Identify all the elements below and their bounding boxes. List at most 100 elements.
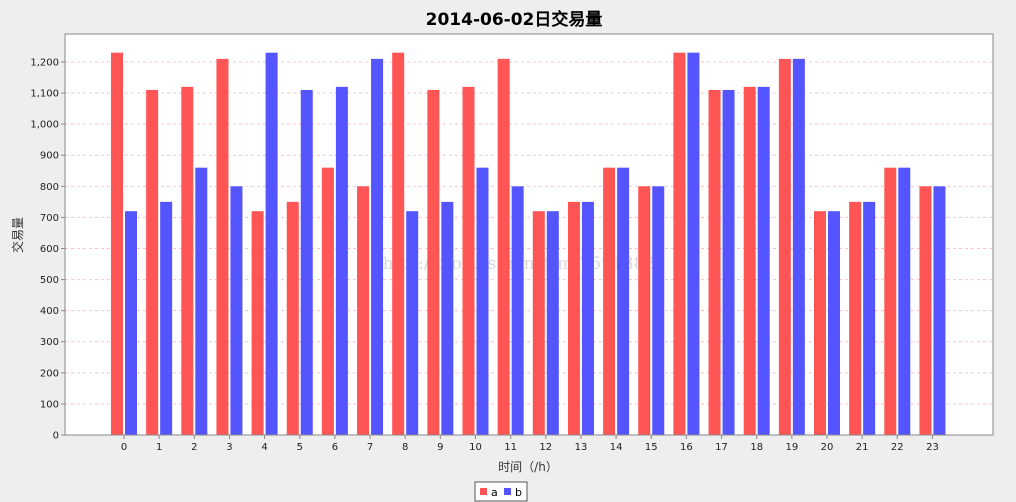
x-tick-label: 5 (297, 442, 303, 453)
bar-a-20 (814, 211, 826, 435)
x-tick-label: 11 (504, 442, 517, 453)
x-tick-label: 4 (261, 442, 267, 453)
bar-a-21 (849, 201, 862, 435)
y-tick-label: 700 (40, 213, 59, 224)
y-tick-label: 400 (40, 306, 59, 317)
bar-b-13 (581, 201, 594, 435)
y-tick-label: 600 (40, 244, 59, 255)
y-tick-label: 1,000 (30, 120, 59, 131)
x-tick-label: 2 (191, 442, 197, 453)
bar-a-14 (603, 167, 616, 435)
x-tick-label: 0 (121, 442, 127, 453)
bar-b-1 (160, 201, 173, 435)
bar-a-13 (567, 201, 580, 435)
x-tick-label: 9 (437, 442, 443, 453)
bar-a-22 (884, 167, 897, 435)
chart-title: 2014-06-02日交易量 (426, 9, 603, 30)
bar-b-0 (125, 211, 137, 435)
bar-a-6 (321, 167, 334, 435)
bar-b-9 (441, 201, 454, 435)
x-tick-label: 18 (750, 442, 763, 453)
bar-b-3 (230, 186, 243, 435)
bar-a-3 (216, 58, 229, 435)
x-tick-label: 17 (715, 442, 728, 453)
bar-a-11 (497, 58, 510, 435)
bar-b-15 (652, 186, 665, 435)
bar-b-4 (265, 52, 278, 436)
bar-b-7 (371, 58, 384, 435)
y-tick-label: 300 (40, 337, 59, 348)
bar-a-17 (708, 89, 721, 435)
x-tick-label: 15 (645, 442, 658, 453)
legend-label-b: b (515, 486, 522, 499)
legend-box (474, 481, 528, 502)
x-tick-label: 21 (856, 442, 869, 453)
y-tick-label: 1,200 (30, 57, 59, 68)
y-tick-label: 0 (53, 431, 59, 442)
bar-b-6 (335, 86, 348, 435)
bar-b-20 (828, 211, 840, 435)
bar-b-14 (617, 167, 630, 435)
x-tick-label: 22 (891, 442, 904, 453)
bar-a-18 (743, 86, 756, 435)
y-tick-label: 1,100 (30, 89, 59, 100)
bar-b-10 (476, 167, 489, 435)
bar-b-11 (511, 186, 524, 435)
bar-a-16 (673, 52, 686, 436)
bar-a-8 (392, 52, 405, 436)
bar-b-18 (757, 86, 770, 435)
x-tick-label: 10 (469, 442, 482, 453)
y-tick-label: 800 (40, 182, 59, 193)
bar-a-19 (778, 58, 791, 435)
bar-a-0 (111, 52, 123, 436)
y-axis-label: 交易量 (10, 217, 25, 253)
bar-b-23 (933, 186, 946, 435)
x-tick-label: 16 (680, 442, 693, 453)
plot-border (64, 33, 994, 436)
x-tick-label: 12 (539, 442, 552, 453)
bar-b-5 (300, 89, 313, 435)
x-tick-label: 14 (610, 442, 623, 453)
bar-a-4 (251, 211, 264, 435)
bars (111, 52, 946, 436)
bar-b-2 (195, 167, 208, 435)
bar-b-16 (687, 52, 700, 436)
bar-a-12 (532, 211, 545, 435)
y-axis: 0 100 200 300 400 500 600 700 800 900 1,000 1,100 1,… (30, 57, 65, 442)
x-tick-label: 13 (575, 442, 588, 453)
bar-b-8 (406, 211, 419, 435)
x-tick-label: 8 (402, 442, 408, 453)
bar-a-2 (181, 86, 194, 435)
bar-b-19 (792, 58, 805, 435)
x-tick-label: 20 (821, 442, 834, 453)
legend-swatch-b (504, 488, 511, 495)
x-tick-label: 3 (226, 442, 232, 453)
bar-a-7 (357, 186, 370, 435)
x-axis-label: 时间（/h） (498, 460, 558, 474)
bar-b-17 (722, 89, 735, 435)
bar-b-22 (898, 167, 911, 435)
bar-a-1 (146, 89, 159, 435)
bar-b-21 (863, 201, 876, 435)
x-axis: 0 1 2 3 4 5 6 7 8 9 10 11 12 13 14 15 16 17 18 19 20 21 22 23 (121, 435, 939, 453)
y-tick-label: 900 (40, 151, 59, 162)
bar-a-23 (919, 186, 932, 435)
bar-a-15 (638, 186, 651, 435)
bar-a-9 (427, 89, 440, 435)
x-tick-label: 1 (156, 442, 162, 453)
x-tick-label: 7 (367, 442, 373, 453)
y-tick-label: 200 (40, 368, 59, 379)
bar-b-12 (546, 211, 559, 435)
legend-label-a: a (491, 486, 498, 499)
x-tick-label: 6 (332, 442, 338, 453)
legend-swatch-a (480, 488, 487, 495)
y-tick-label: 100 (40, 399, 59, 410)
y-tick-label: 500 (40, 275, 59, 286)
x-tick-label: 19 (785, 442, 798, 453)
x-tick-label: 23 (926, 442, 939, 453)
bar-a-10 (462, 86, 475, 435)
gridlines (65, 61, 993, 405)
bar-a-5 (286, 201, 299, 435)
